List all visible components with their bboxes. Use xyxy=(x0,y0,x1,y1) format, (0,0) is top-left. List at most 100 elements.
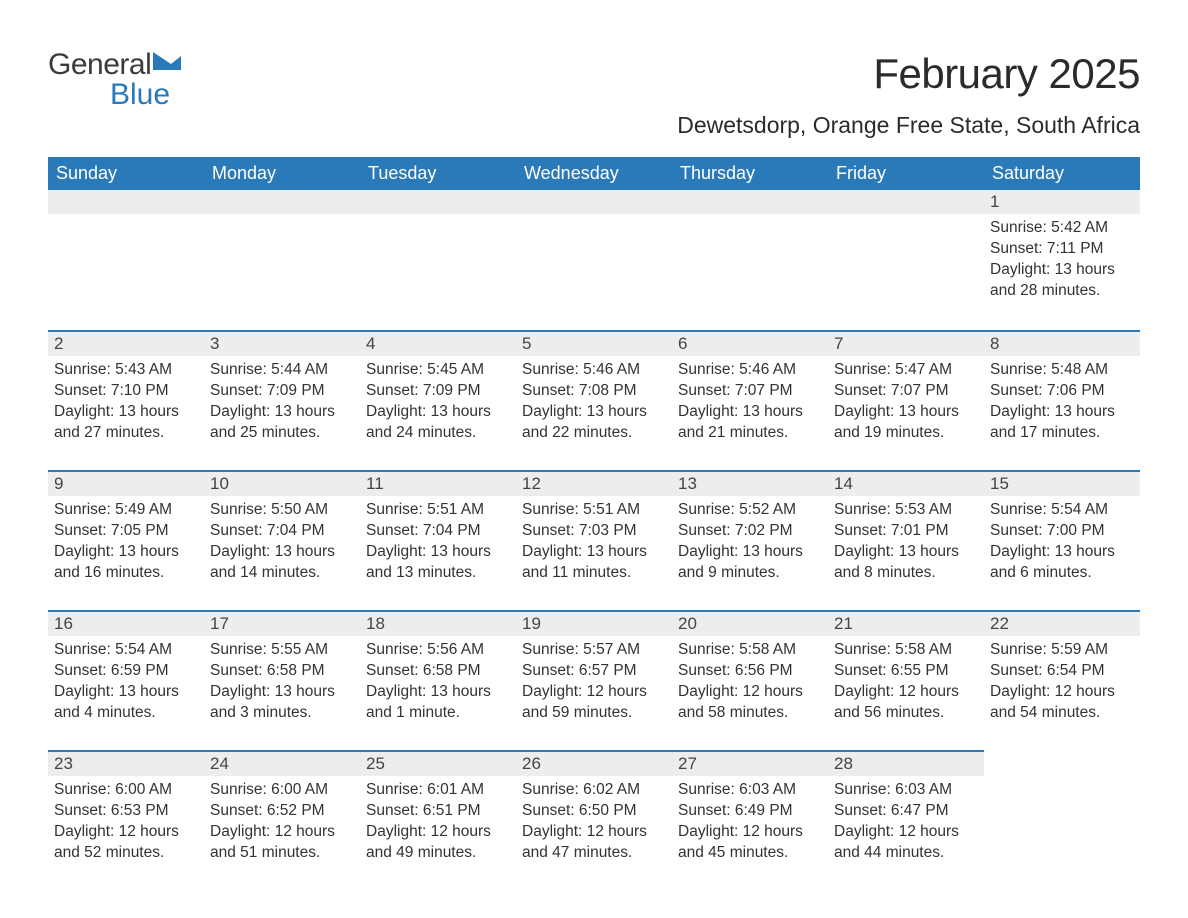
calendar-cell: 7Sunrise: 5:47 AMSunset: 7:07 PMDaylight… xyxy=(828,330,984,470)
day-number: 11 xyxy=(360,470,516,496)
sunset-line: Sunset: 6:53 PM xyxy=(54,801,198,822)
sunrise-line: Sunrise: 5:58 AM xyxy=(678,640,822,661)
daylight-line: Daylight: 13 hours and 1 minute. xyxy=(366,682,510,724)
sunrise-line: Sunrise: 5:52 AM xyxy=(678,500,822,521)
weekday-header: Saturday xyxy=(984,157,1140,190)
day-content: Sunrise: 5:45 AMSunset: 7:09 PMDaylight:… xyxy=(360,356,516,448)
calendar-cell: 12Sunrise: 5:51 AMSunset: 7:03 PMDayligh… xyxy=(516,470,672,610)
day-content: Sunrise: 5:49 AMSunset: 7:05 PMDaylight:… xyxy=(48,496,204,588)
weekday-header-row: SundayMondayTuesdayWednesdayThursdayFrid… xyxy=(48,157,1140,190)
day-number: 5 xyxy=(516,330,672,356)
day-content: Sunrise: 5:53 AMSunset: 7:01 PMDaylight:… xyxy=(828,496,984,588)
sunrise-line: Sunrise: 6:03 AM xyxy=(678,780,822,801)
sunrise-line: Sunrise: 5:46 AM xyxy=(522,360,666,381)
day-content: Sunrise: 6:03 AMSunset: 6:47 PMDaylight:… xyxy=(828,776,984,868)
sunset-line: Sunset: 7:02 PM xyxy=(678,521,822,542)
day-content: Sunrise: 5:51 AMSunset: 7:04 PMDaylight:… xyxy=(360,496,516,588)
sunrise-line: Sunrise: 6:01 AM xyxy=(366,780,510,801)
sunset-line: Sunset: 7:01 PM xyxy=(834,521,978,542)
calendar-cell: 8Sunrise: 5:48 AMSunset: 7:06 PMDaylight… xyxy=(984,330,1140,470)
day-content: Sunrise: 5:46 AMSunset: 7:07 PMDaylight:… xyxy=(672,356,828,448)
calendar-cell xyxy=(204,190,360,330)
sunrise-line: Sunrise: 5:50 AM xyxy=(210,500,354,521)
day-number: 15 xyxy=(984,470,1140,496)
day-content: Sunrise: 5:52 AMSunset: 7:02 PMDaylight:… xyxy=(672,496,828,588)
day-number-stripe xyxy=(204,190,360,214)
day-number-stripe xyxy=(360,190,516,214)
sunset-line: Sunset: 7:09 PM xyxy=(210,381,354,402)
day-number: 3 xyxy=(204,330,360,356)
calendar-cell: 11Sunrise: 5:51 AMSunset: 7:04 PMDayligh… xyxy=(360,470,516,610)
sunset-line: Sunset: 6:58 PM xyxy=(210,661,354,682)
day-content: Sunrise: 5:57 AMSunset: 6:57 PMDaylight:… xyxy=(516,636,672,728)
calendar-cell xyxy=(828,190,984,330)
sunset-line: Sunset: 7:10 PM xyxy=(54,381,198,402)
sunset-line: Sunset: 6:56 PM xyxy=(678,661,822,682)
day-number: 27 xyxy=(672,750,828,776)
sunset-line: Sunset: 6:59 PM xyxy=(54,661,198,682)
sunrise-line: Sunrise: 5:54 AM xyxy=(54,640,198,661)
day-content: Sunrise: 5:46 AMSunset: 7:08 PMDaylight:… xyxy=(516,356,672,448)
sunset-line: Sunset: 6:49 PM xyxy=(678,801,822,822)
daylight-line: Daylight: 13 hours and 13 minutes. xyxy=(366,542,510,584)
sunrise-line: Sunrise: 6:00 AM xyxy=(54,780,198,801)
weekday-header: Wednesday xyxy=(516,157,672,190)
day-number: 19 xyxy=(516,610,672,636)
sunrise-line: Sunrise: 5:49 AM xyxy=(54,500,198,521)
day-number: 21 xyxy=(828,610,984,636)
daylight-line: Daylight: 13 hours and 6 minutes. xyxy=(990,542,1134,584)
day-content: Sunrise: 5:56 AMSunset: 6:58 PMDaylight:… xyxy=(360,636,516,728)
day-content: Sunrise: 5:58 AMSunset: 6:56 PMDaylight:… xyxy=(672,636,828,728)
daylight-line: Daylight: 13 hours and 17 minutes. xyxy=(990,402,1134,444)
calendar-row: 9Sunrise: 5:49 AMSunset: 7:05 PMDaylight… xyxy=(48,470,1140,610)
sunrise-line: Sunrise: 5:46 AM xyxy=(678,360,822,381)
calendar-row: 16Sunrise: 5:54 AMSunset: 6:59 PMDayligh… xyxy=(48,610,1140,750)
sunset-line: Sunset: 7:07 PM xyxy=(678,381,822,402)
brand-text: General Blue xyxy=(48,50,181,110)
calendar-cell xyxy=(984,750,1140,890)
daylight-line: Daylight: 13 hours and 28 minutes. xyxy=(990,260,1134,302)
day-number: 13 xyxy=(672,470,828,496)
daylight-line: Daylight: 12 hours and 54 minutes. xyxy=(990,682,1134,724)
calendar-cell: 19Sunrise: 5:57 AMSunset: 6:57 PMDayligh… xyxy=(516,610,672,750)
day-content: Sunrise: 5:51 AMSunset: 7:03 PMDaylight:… xyxy=(516,496,672,588)
sunset-line: Sunset: 6:58 PM xyxy=(366,661,510,682)
daylight-line: Daylight: 12 hours and 47 minutes. xyxy=(522,822,666,864)
calendar-cell: 3Sunrise: 5:44 AMSunset: 7:09 PMDaylight… xyxy=(204,330,360,470)
sunrise-line: Sunrise: 5:53 AM xyxy=(834,500,978,521)
day-content: Sunrise: 6:03 AMSunset: 6:49 PMDaylight:… xyxy=(672,776,828,868)
weekday-header: Sunday xyxy=(48,157,204,190)
sunset-line: Sunset: 7:11 PM xyxy=(990,239,1134,260)
calendar-row: 2Sunrise: 5:43 AMSunset: 7:10 PMDaylight… xyxy=(48,330,1140,470)
day-content: Sunrise: 6:00 AMSunset: 6:53 PMDaylight:… xyxy=(48,776,204,868)
daylight-line: Daylight: 12 hours and 52 minutes. xyxy=(54,822,198,864)
day-number: 18 xyxy=(360,610,516,636)
sunset-line: Sunset: 7:06 PM xyxy=(990,381,1134,402)
sunrise-line: Sunrise: 5:47 AM xyxy=(834,360,978,381)
day-number: 17 xyxy=(204,610,360,636)
sunset-line: Sunset: 7:04 PM xyxy=(210,521,354,542)
day-number: 2 xyxy=(48,330,204,356)
day-number-stripe xyxy=(828,190,984,214)
calendar-cell: 27Sunrise: 6:03 AMSunset: 6:49 PMDayligh… xyxy=(672,750,828,890)
calendar-cell: 4Sunrise: 5:45 AMSunset: 7:09 PMDaylight… xyxy=(360,330,516,470)
day-content: Sunrise: 5:58 AMSunset: 6:55 PMDaylight:… xyxy=(828,636,984,728)
day-number: 28 xyxy=(828,750,984,776)
calendar-cell: 18Sunrise: 5:56 AMSunset: 6:58 PMDayligh… xyxy=(360,610,516,750)
calendar-cell: 14Sunrise: 5:53 AMSunset: 7:01 PMDayligh… xyxy=(828,470,984,610)
calendar-row: 23Sunrise: 6:00 AMSunset: 6:53 PMDayligh… xyxy=(48,750,1140,890)
day-number: 4 xyxy=(360,330,516,356)
brand-logo: General Blue xyxy=(48,50,181,110)
calendar-cell xyxy=(672,190,828,330)
sunrise-line: Sunrise: 5:54 AM xyxy=(990,500,1134,521)
sunrise-line: Sunrise: 6:03 AM xyxy=(834,780,978,801)
daylight-line: Daylight: 13 hours and 24 minutes. xyxy=(366,402,510,444)
calendar-row: 1Sunrise: 5:42 AMSunset: 7:11 PMDaylight… xyxy=(48,190,1140,330)
daylight-line: Daylight: 13 hours and 21 minutes. xyxy=(678,402,822,444)
calendar-cell: 5Sunrise: 5:46 AMSunset: 7:08 PMDaylight… xyxy=(516,330,672,470)
daylight-line: Daylight: 13 hours and 22 minutes. xyxy=(522,402,666,444)
sunset-line: Sunset: 7:03 PM xyxy=(522,521,666,542)
daylight-line: Daylight: 13 hours and 11 minutes. xyxy=(522,542,666,584)
calendar-table: SundayMondayTuesdayWednesdayThursdayFrid… xyxy=(48,157,1140,890)
day-number-stripe xyxy=(672,190,828,214)
